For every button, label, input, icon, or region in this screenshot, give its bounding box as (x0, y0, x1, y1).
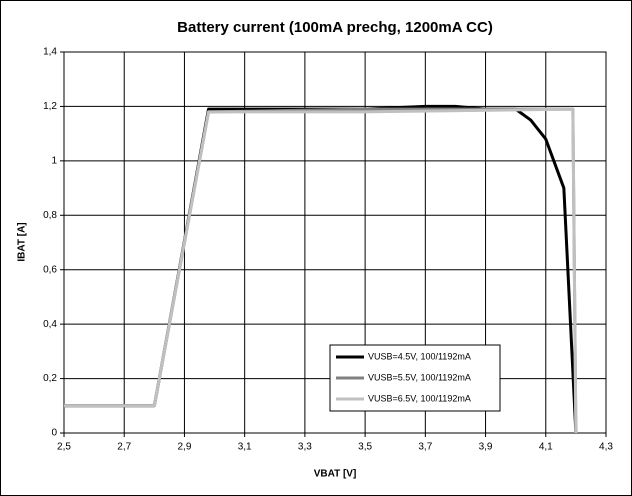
y-tick-label: 0,8 (43, 210, 57, 221)
series-line (64, 107, 578, 434)
chart-title: Battery current (100mA prechg, 1200mA CC… (177, 19, 493, 36)
y-axis-title: IBAT [A] (17, 222, 28, 261)
x-tick-label: 2,5 (57, 442, 71, 453)
y-tick-label: 0,6 (43, 264, 57, 275)
legend-label: VUSB=5.5V, 100/1192mA (368, 372, 471, 382)
y-tick-label: 1,4 (43, 47, 57, 58)
x-tick-label: 3,7 (418, 442, 432, 453)
x-tick-label: 3,9 (479, 442, 493, 453)
legend-label: VUSB=6.5V, 100/1192mA (368, 393, 471, 403)
x-tick-label: 3,1 (238, 442, 252, 453)
x-tick-label: 3,3 (298, 442, 312, 453)
x-tick-label: 4,3 (599, 442, 613, 453)
x-tick-label: 2,7 (117, 442, 131, 453)
y-tick-label: 0 (51, 428, 57, 439)
y-tick-label: 0,2 (43, 373, 57, 384)
x-tick-label: 4,1 (539, 442, 553, 453)
y-tick-label: 1,2 (43, 101, 57, 112)
x-tick-label: 2,9 (177, 442, 191, 453)
y-tick-label: 0,4 (43, 319, 57, 330)
x-axis-title: VBAT [V] (314, 469, 357, 480)
x-tick-label: 3,5 (358, 442, 372, 453)
legend-label: VUSB=4.5V, 100/1192mA (368, 351, 471, 361)
y-tick-label: 1 (51, 155, 57, 166)
